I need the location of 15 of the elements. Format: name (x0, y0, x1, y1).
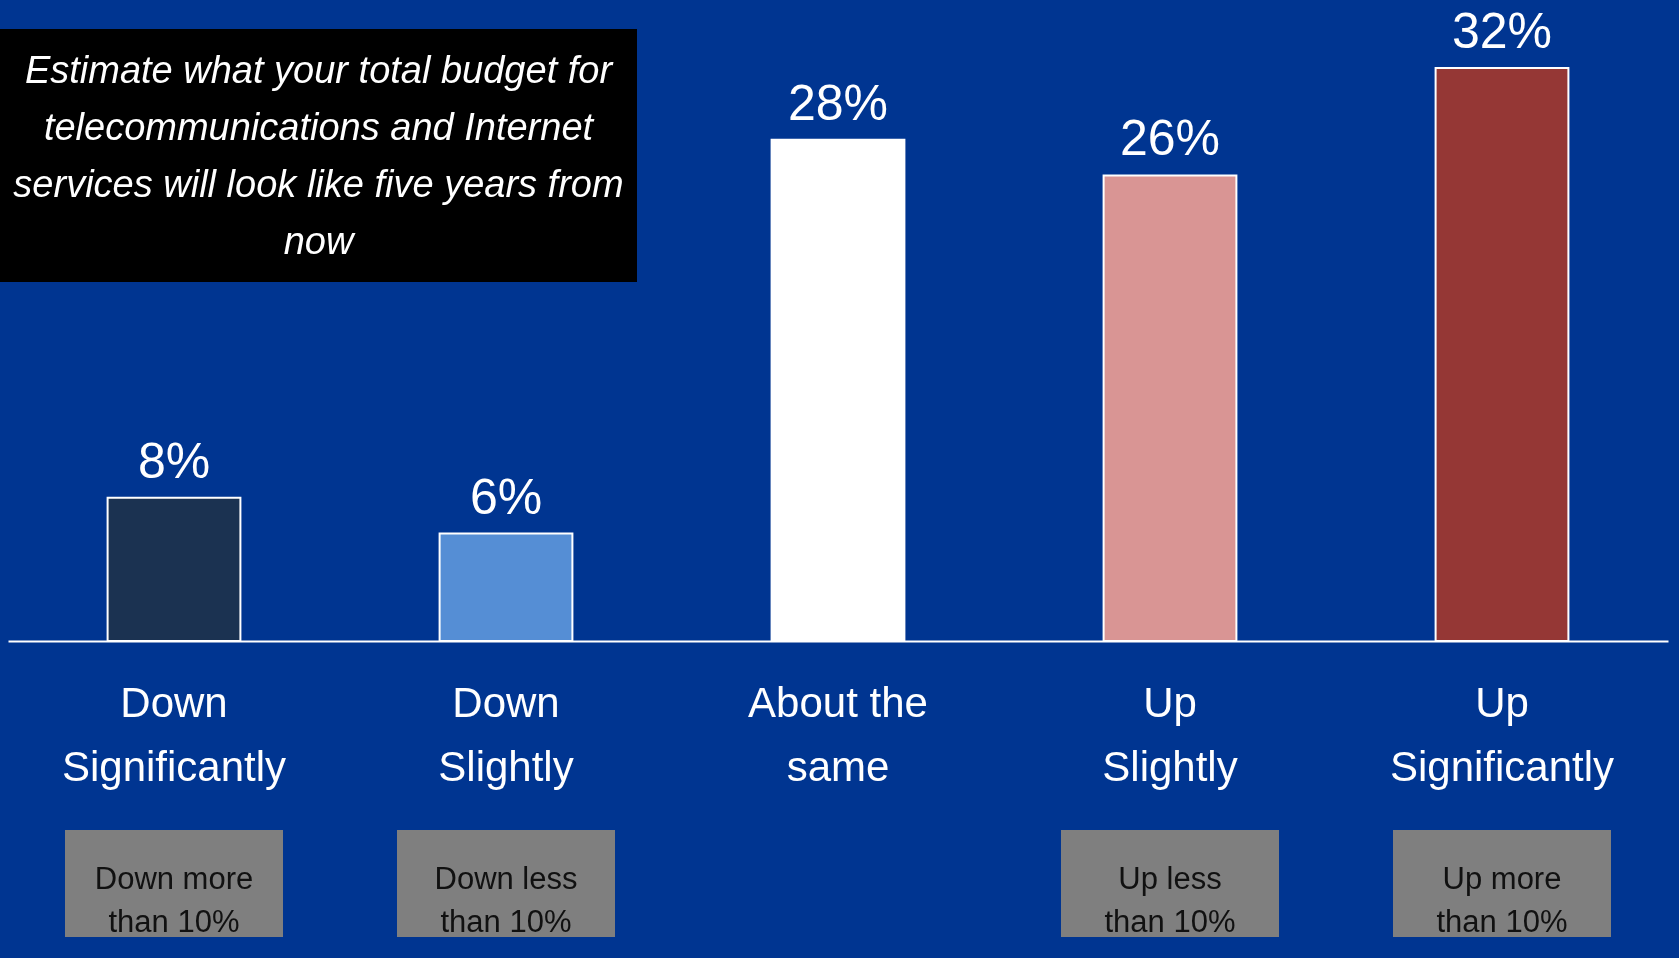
data-label: 28% (787, 74, 889, 131)
x-tick-label: Up Significantly (1389, 678, 1615, 790)
data-label: 26% (1119, 110, 1221, 167)
text: Down more than 10% (94, 861, 254, 939)
x-tick-label: Down Slightly (438, 678, 574, 790)
text: Up more than 10% (1436, 861, 1568, 939)
data-label: 8% (137, 432, 211, 489)
text: Up less than 10% (1104, 861, 1236, 939)
x-tick-label: About the same (748, 678, 928, 790)
text: Estimate what your total budget for telecommunications and Internet services will look like five years from now (0, 29, 637, 282)
data-label: 6% (469, 468, 543, 525)
text: Down less than 10% (434, 861, 578, 939)
data-label: 32% (1451, 3, 1553, 59)
x-tick-label: Up Slightly (1102, 678, 1238, 790)
x-tick-label: Down Significantly (61, 678, 287, 790)
